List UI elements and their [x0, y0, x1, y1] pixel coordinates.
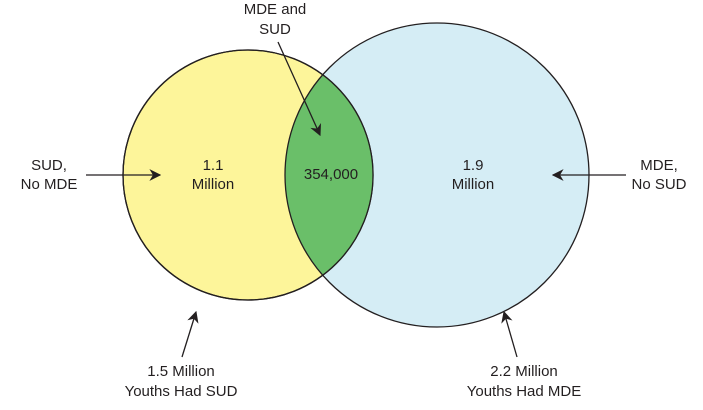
sud-only-value-line1: 1.1 — [203, 157, 224, 174]
sud-total-arrow — [181, 310, 199, 358]
mde-total-line1: 2.2 Million — [490, 363, 558, 380]
mde-total-arrow — [501, 310, 518, 358]
mde-only-callout-line1: MDE, — [640, 157, 678, 174]
overlap-callout-line2: SUD — [259, 21, 291, 38]
overlap-callout-line1: MDE and — [244, 1, 307, 18]
sud-total-line2: Youths Had SUD — [125, 383, 238, 400]
overlap-value: 354,000 — [304, 166, 358, 183]
sud-only-callout-line2: No MDE — [21, 176, 78, 193]
sud-only-callout-line1: SUD, — [31, 157, 67, 174]
sud-only-value-line2: Million — [192, 176, 235, 193]
sud-total-line1: 1.5 Million — [147, 363, 215, 380]
overlap-arrow — [277, 41, 321, 137]
mde-total-line2: Youths Had MDE — [467, 383, 582, 400]
mde-only-value-line2: Million — [452, 176, 495, 193]
mde-only-callout-line2: No SUD — [631, 176, 686, 193]
mde-only-value-line1: 1.9 — [463, 157, 484, 174]
